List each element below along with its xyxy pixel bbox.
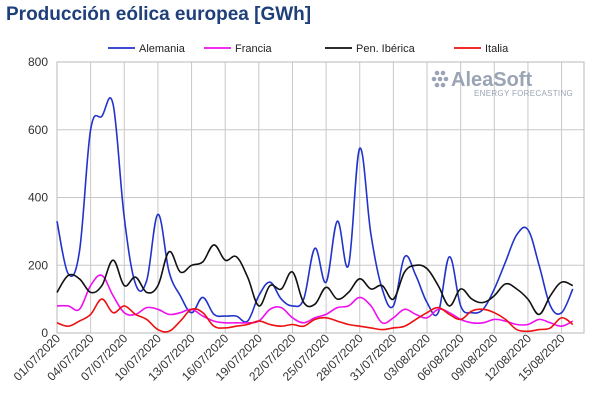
axis-layer: 020040060080001/07/202004/07/202007/07/2…: [11, 55, 568, 384]
watermark-tagline: ENERGY FORECASTING: [474, 89, 573, 98]
series-line-italia: [56, 298, 574, 333]
legend-label-italia: Italia: [485, 43, 509, 55]
series-layer: [56, 97, 574, 333]
series-line-alemania: [56, 97, 574, 323]
series-line-francia: [56, 274, 574, 328]
aleasoft-logo-icon: [431, 70, 449, 88]
y-tick-label: 400: [28, 191, 48, 205]
legend-label-francia: Francia: [235, 43, 273, 55]
chart-title: Producción eólica europea [GWh]: [6, 4, 312, 25]
plot-area-border: [56, 61, 585, 334]
legend: Alemania Francia Pen. Ibérica Italia: [108, 43, 509, 55]
y-tick-label: 200: [28, 258, 48, 272]
legend-label-pen-iberica: Pen. Ibérica: [356, 43, 416, 55]
y-tick-label: 0: [41, 326, 48, 340]
y-tick-label: 600: [28, 123, 48, 137]
watermark-brand: AleaSoft: [451, 69, 532, 91]
grid-layer: [56, 61, 585, 334]
aleasoft-watermark: AleaSoft ENERGY FORECASTING: [431, 69, 573, 98]
series-line-pen-iberica: [56, 244, 574, 316]
y-tick-label: 800: [28, 55, 48, 69]
legend-label-alemania: Alemania: [139, 43, 186, 55]
